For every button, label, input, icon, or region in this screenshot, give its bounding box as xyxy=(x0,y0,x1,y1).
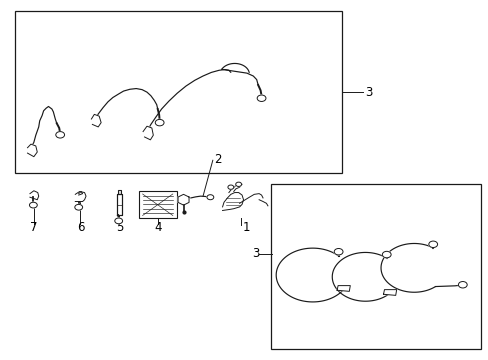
Polygon shape xyxy=(27,144,37,157)
Text: 6: 6 xyxy=(77,221,84,234)
Polygon shape xyxy=(383,290,396,295)
Polygon shape xyxy=(117,194,122,215)
Circle shape xyxy=(115,218,122,224)
Circle shape xyxy=(457,282,466,288)
Text: 7: 7 xyxy=(30,221,38,234)
Polygon shape xyxy=(30,191,39,200)
Circle shape xyxy=(235,182,241,186)
Bar xyxy=(271,184,480,348)
Polygon shape xyxy=(178,194,189,205)
Polygon shape xyxy=(143,126,153,140)
Text: 4: 4 xyxy=(155,221,162,234)
Text: 1: 1 xyxy=(243,221,250,234)
Circle shape xyxy=(56,132,64,138)
Text: 3: 3 xyxy=(365,86,372,99)
Circle shape xyxy=(382,251,390,258)
Polygon shape xyxy=(336,285,349,291)
Text: 3: 3 xyxy=(252,247,259,260)
Polygon shape xyxy=(222,193,243,211)
Text: 2: 2 xyxy=(213,153,221,166)
Circle shape xyxy=(29,202,37,208)
Circle shape xyxy=(75,204,82,210)
Circle shape xyxy=(257,95,265,102)
Circle shape xyxy=(227,185,233,189)
Circle shape xyxy=(334,248,342,255)
Polygon shape xyxy=(91,114,101,127)
Circle shape xyxy=(155,120,163,126)
Polygon shape xyxy=(118,190,121,194)
Bar xyxy=(15,12,341,173)
Text: 5: 5 xyxy=(116,221,123,234)
Circle shape xyxy=(428,241,437,248)
Polygon shape xyxy=(75,192,86,202)
Circle shape xyxy=(206,195,213,200)
Bar xyxy=(139,192,176,218)
